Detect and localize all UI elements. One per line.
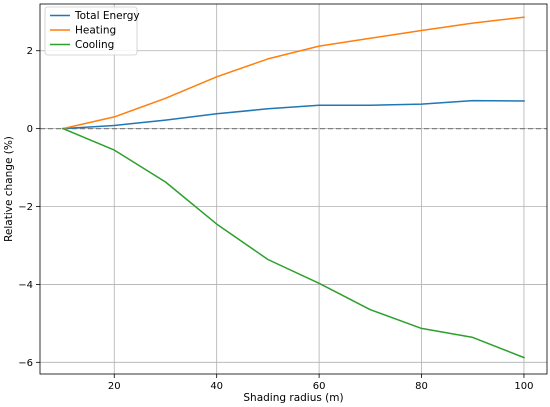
legend-label: Total Energy [74,10,140,22]
x-tick-label: 60 [313,381,326,392]
series-layer [62,16,525,359]
series-line-heating [62,16,525,130]
y-tick-label: 0 [27,124,33,135]
legend-label: Heating [75,25,116,37]
x-tick-label: 100 [514,381,533,392]
plot-frame [39,3,548,375]
x-tick-label: 20 [108,381,121,392]
grid-lines [40,4,547,374]
x-axis-ticks: 20 40 60 80 100 [108,374,534,392]
series-line-cooling [62,127,525,359]
legend-box [44,6,138,56]
legend-label: Cooling [75,39,114,51]
y-axis-ticks: −6 −4 −2 0 2 [18,46,40,369]
y-tick-label: −4 [18,280,33,291]
x-tick-label: 80 [415,381,428,392]
y-tick-label: −2 [18,202,33,213]
legend: Total Energy Heating Cooling [44,6,140,56]
x-axis-label: Shading radius (m) [243,392,343,404]
x-tick-label: 40 [210,381,223,392]
y-axis-label: Relative change (%) [3,136,15,242]
series-line-total-energy [62,99,525,130]
y-tick-label: 2 [27,46,33,57]
y-tick-label: −6 [18,358,33,369]
